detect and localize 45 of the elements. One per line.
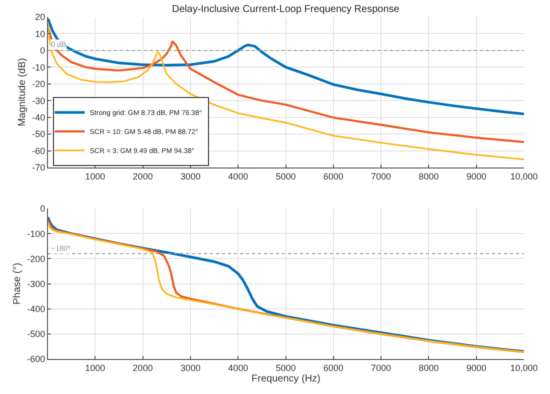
y-tick-label: -600 [27,354,46,364]
x-tick-label: 7000 [371,171,392,182]
x-tick-label: 5000 [276,171,296,182]
x-tick-label: 3000 [180,171,200,182]
y-tick-label: 20 [35,12,46,22]
x-tick-label: 4000 [228,171,248,182]
x-tick-label: 1000 [85,171,106,182]
y-tick-label: -60 [32,146,46,156]
x-axis-title: Frequency (Hz) [252,373,320,384]
x-tick-label: 1000 [85,362,106,373]
ref-line-label: 0 dB [51,40,66,49]
x-tick-label: 2000 [132,362,153,373]
line-series [48,17,524,116]
x-tick-label: 6000 [323,362,344,373]
line-series [48,21,524,160]
y-tick-label: -70 [32,162,46,173]
y-tick-label: 0 [40,204,46,214]
x-tick-label: 2000 [132,171,153,182]
y-tick-label: -500 [27,329,46,340]
y-tick-label: -30 [32,96,46,106]
y-tick-label: -200 [27,254,46,264]
x-tick-label: 9000 [466,171,486,182]
x-tick-label: 10,000 [510,171,538,182]
y-axis-title: Phase (°) [12,262,24,305]
y-tick-label: -10 [32,62,46,72]
chart-title: Delay-Inclusive Current-Loop Frequency Response [172,4,400,15]
x-tick-label: 7000 [371,362,392,373]
x-tick-label: 8000 [418,171,439,182]
y-tick-label: 10 [35,28,46,39]
y-tick-label: -40 [32,112,46,122]
y-axis-title: Magnitude (dB) [17,58,28,126]
y-tick-label: -100 [27,228,46,239]
x-tick-label: 5000 [276,362,296,373]
x-tick-label: 9000 [466,362,486,373]
x-tick-label: 3000 [180,362,200,373]
x-tick-label: 4000 [228,362,248,373]
y-tick-label: -20 [32,79,46,90]
ref-line-label: −180° [51,244,71,253]
x-tick-label: 6000 [323,171,344,182]
x-tick-label: 10,000 [510,362,538,373]
y-tick-label: -50 [32,129,46,140]
y-tick-label: -400 [27,304,46,314]
y-tick-label: 0 [40,46,46,56]
x-tick-label: 8000 [418,362,439,373]
y-tick-label: -300 [27,278,46,289]
